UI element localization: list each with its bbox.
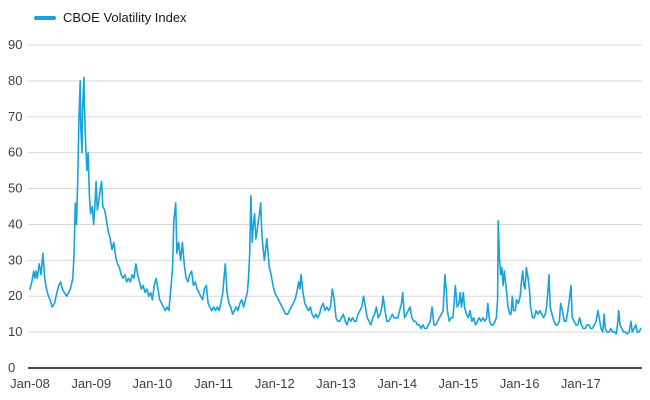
y-tick-label: 30 [8, 252, 22, 267]
y-tick-label: 90 [8, 37, 22, 52]
x-tick-label: Jan-14 [377, 376, 417, 391]
y-tick-label: 60 [8, 145, 22, 160]
x-tick-label: Jan-11 [194, 376, 233, 391]
y-tick-label: 40 [8, 216, 22, 231]
x-tick-label: Jan-13 [316, 376, 356, 391]
x-tick-label: Jan-08 [10, 376, 50, 391]
x-tick-label: Jan-12 [255, 376, 295, 391]
x-tick-label: Jan-09 [71, 376, 111, 391]
y-tick-label: 20 [8, 288, 22, 303]
x-tick-label: Jan-17 [561, 376, 601, 391]
x-tick-label: Jan-16 [500, 376, 540, 391]
legend-line-swatch [34, 15, 56, 20]
vix-series-line [29, 76, 642, 335]
legend-label: CBOE Volatility Index [63, 10, 187, 25]
chart-legend: CBOE Volatility Index [34, 10, 187, 25]
x-tick-label: Jan-15 [439, 376, 479, 391]
y-tick-label: 80 [8, 73, 22, 88]
y-tick-label: 50 [8, 181, 22, 196]
y-tick-label: 0 [8, 360, 15, 375]
y-tick-label: 10 [8, 324, 22, 339]
y-tick-label: 70 [8, 109, 22, 124]
x-tick-label: Jan-10 [133, 376, 173, 391]
